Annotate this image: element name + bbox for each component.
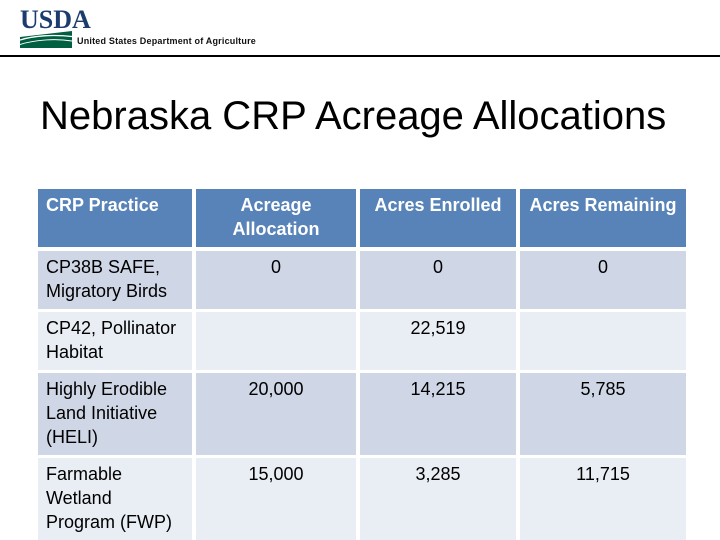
table-row: Highly Erodible Land Initiative (HELI) 2… bbox=[38, 373, 686, 458]
table-row: Farmable Wetland Program (FWP) 15,000 3,… bbox=[38, 458, 686, 540]
column-header-acres-remaining: Acres Remaining bbox=[520, 189, 686, 251]
header-divider bbox=[0, 55, 720, 57]
remaining-cell: 0 bbox=[520, 251, 686, 312]
department-name: United States Department of Agriculture bbox=[77, 36, 256, 46]
allocation-cell: 15,000 bbox=[196, 458, 360, 540]
enrolled-cell: 14,215 bbox=[360, 373, 520, 458]
column-header-acreage-allocation: Acreage Allocation bbox=[196, 189, 360, 251]
usda-logo: USDA bbox=[20, 5, 91, 48]
practice-cell: Highly Erodible Land Initiative (HELI) bbox=[38, 373, 196, 458]
enrolled-cell: 22,519 bbox=[360, 312, 520, 373]
column-header-acres-enrolled: Acres Enrolled bbox=[360, 189, 520, 251]
remaining-cell: 11,715 bbox=[520, 458, 686, 540]
practice-cell: CP42, Pollinator Habitat bbox=[38, 312, 196, 373]
usda-field-swoosh-icon bbox=[20, 31, 72, 48]
table-row: CP38B SAFE, Migratory Birds 0 0 0 bbox=[38, 251, 686, 312]
usda-wordmark: USDA bbox=[20, 5, 91, 34]
allocation-cell bbox=[196, 312, 360, 373]
table-row: CP42, Pollinator Habitat 22,519 bbox=[38, 312, 686, 373]
allocation-cell: 20,000 bbox=[196, 373, 360, 458]
practice-cell: Farmable Wetland Program (FWP) bbox=[38, 458, 196, 540]
slide-title: Nebraska CRP Acreage Allocations bbox=[40, 94, 667, 138]
column-header-crp-practice: CRP Practice bbox=[38, 189, 196, 251]
allocation-table: CRP Practice Acreage Allocation Acres En… bbox=[38, 189, 686, 540]
enrolled-cell: 0 bbox=[360, 251, 520, 312]
practice-cell: CP38B SAFE, Migratory Birds bbox=[38, 251, 196, 312]
remaining-cell bbox=[520, 312, 686, 373]
table-header-row: CRP Practice Acreage Allocation Acres En… bbox=[38, 189, 686, 251]
allocation-cell: 0 bbox=[196, 251, 360, 312]
enrolled-cell: 3,285 bbox=[360, 458, 520, 540]
remaining-cell: 5,785 bbox=[520, 373, 686, 458]
